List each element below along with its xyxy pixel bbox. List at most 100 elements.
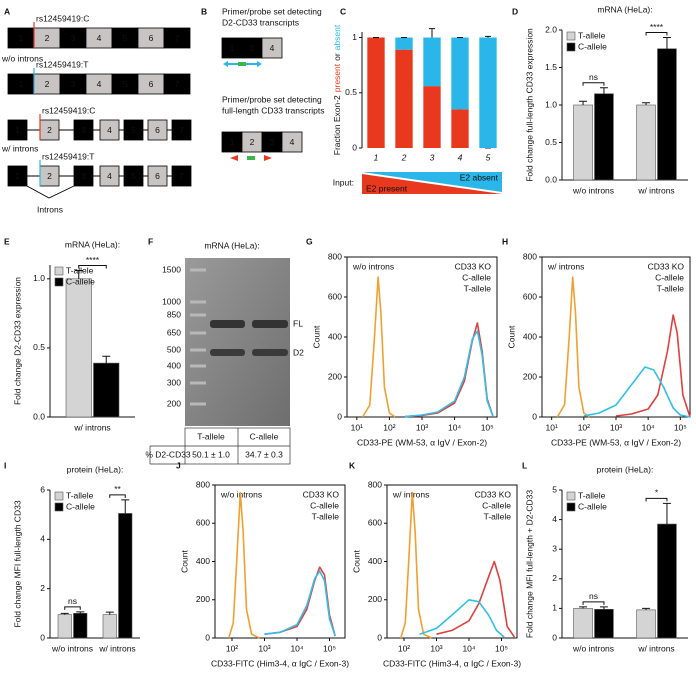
- exon-label: 4: [270, 43, 275, 53]
- bar: [118, 513, 133, 639]
- ladder-band: [190, 364, 206, 368]
- y-tick-label: 0: [532, 411, 537, 421]
- panel-title: protein (HeLa):: [597, 464, 654, 474]
- exon: [147, 119, 168, 141]
- histogram-line: [556, 276, 590, 418]
- y-axis-title: Fold change D2-CD33 expression: [12, 277, 22, 405]
- x-tick-label: w/o introns: [572, 643, 614, 653]
- y-tick-label: 200: [196, 594, 210, 604]
- wedge-label: E2 present: [366, 183, 408, 193]
- panel-letter: H: [502, 236, 508, 246]
- significance-bracket: [645, 497, 668, 502]
- histogram-line: [361, 276, 396, 418]
- primer-head: [230, 155, 238, 161]
- ladder-band: [190, 402, 206, 406]
- error-bar: [102, 355, 111, 364]
- band-label: D2: [293, 347, 304, 357]
- bar-segment: [395, 49, 413, 148]
- legend-label: T-allele: [66, 490, 94, 500]
- ladder-label: 500: [167, 344, 181, 354]
- exon: [99, 165, 120, 187]
- y-axis-title: Count: [179, 550, 189, 573]
- x-tick-label: 10¹: [351, 422, 363, 432]
- legend-label: T-allele: [484, 511, 512, 521]
- exon-label: 3: [71, 79, 76, 89]
- error-bar: [642, 102, 651, 105]
- ladder-label: 1500: [162, 264, 181, 274]
- splice-line: [26, 185, 75, 199]
- x-tick-label: 10⁴: [642, 422, 655, 432]
- x-axis-title: CD33-FITC (Him3-4, α IgC / Exon-3): [211, 658, 349, 668]
- y-tick-label: 800: [196, 479, 210, 489]
- y-tick-label: 600: [523, 291, 537, 301]
- y-tick-label: 0: [377, 632, 382, 642]
- bar-segment: [451, 37, 469, 110]
- histogram-line: [419, 599, 505, 638]
- bar: [636, 104, 656, 181]
- exon-label: 5: [131, 125, 136, 135]
- primer-title: Primer/probe set detecting: [222, 94, 322, 104]
- x-tick-label: 3: [430, 152, 435, 162]
- legend-label: T-allele: [464, 283, 492, 293]
- annotation: w/o introns: [352, 261, 394, 271]
- significance-bracket: [582, 82, 605, 86]
- legend-label: C-allele: [462, 272, 491, 282]
- error-bar: [579, 606, 588, 609]
- snp-label: rs12459419:T: [36, 59, 88, 69]
- bar: [73, 613, 88, 639]
- x-tick-label: 10²: [578, 422, 590, 432]
- legend-swatch: [566, 42, 576, 52]
- x-tick-label: 1: [374, 152, 379, 162]
- exon-label: 1: [15, 171, 20, 181]
- gel-band: [210, 349, 245, 356]
- exon: [171, 165, 192, 187]
- y-tick-label: 0.5: [545, 137, 557, 147]
- annotation: w/ introns: [392, 489, 429, 499]
- exon-label: 7: [175, 33, 180, 43]
- x-axis-title: CD33-PE (WM-53, α IgV / Exon-2): [357, 437, 487, 447]
- histogram-line: [436, 560, 516, 638]
- significance-bracket: [78, 265, 107, 269]
- x-tick-label: 10¹: [546, 422, 558, 432]
- exon-label: 5: [131, 171, 136, 181]
- exon-label: 2: [45, 33, 50, 43]
- y-tick-label: 3: [552, 543, 557, 553]
- x-tick-label: 5: [486, 152, 491, 162]
- legend-label: C-allele: [655, 272, 684, 282]
- x-tick-label: 10⁵: [495, 643, 508, 653]
- legend-label: C-allele: [482, 500, 511, 510]
- primer-head: [257, 61, 262, 67]
- error-bar: [662, 37, 671, 49]
- legend-label: C-allele: [66, 276, 95, 286]
- ladder-band: [190, 381, 206, 385]
- y-axis-title: Fold change full-length CD33 expression: [524, 28, 534, 182]
- exon: [7, 119, 28, 141]
- bar-segment: [423, 37, 441, 87]
- error-bar: [599, 87, 608, 94]
- wedge-label: E2 absent: [460, 172, 499, 182]
- exon-label: 1: [19, 33, 24, 43]
- y-tick-label: 200: [368, 594, 382, 604]
- x-axis-title: CD33-PE (WM-53, α IgV / Exon-2): [551, 437, 681, 447]
- primer-title: D2-CD33 transcripts: [222, 17, 299, 27]
- exon-label: 2: [47, 125, 52, 135]
- exon-label: 1: [19, 79, 24, 89]
- exon: [123, 165, 144, 187]
- bar-segment: [451, 109, 469, 148]
- exon-label: 2: [47, 171, 52, 181]
- ladder-band: [190, 300, 206, 304]
- primer-title: Primer/probe set detecting: [222, 6, 322, 16]
- significance-label: **: [114, 484, 121, 494]
- exon-label: 6: [149, 33, 154, 43]
- y-tick-label: 400: [368, 556, 382, 566]
- bar-segment: [423, 86, 441, 148]
- gel-band: [252, 349, 288, 356]
- legend-label: C-allele: [578, 501, 607, 511]
- error-bar: [76, 611, 85, 614]
- x-tick-label: 10⁴: [448, 422, 461, 432]
- exon-label: 3: [71, 33, 76, 43]
- exon: [73, 119, 94, 141]
- legend-label: C-allele: [66, 501, 95, 511]
- significance-label: ****: [650, 22, 664, 32]
- error-bar: [599, 606, 608, 610]
